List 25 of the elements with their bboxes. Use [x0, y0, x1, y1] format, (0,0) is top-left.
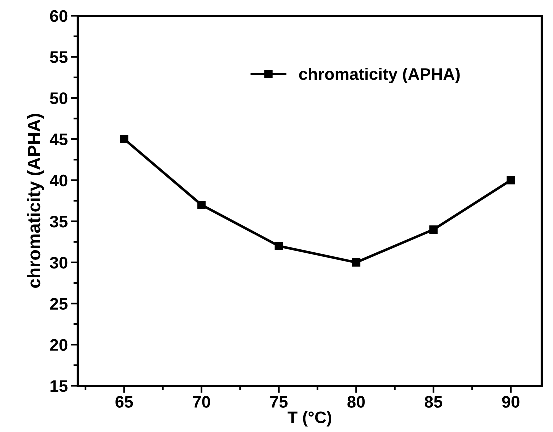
y-tick-label: 20: [50, 339, 68, 352]
x-tick-label: 90: [502, 396, 520, 408]
x-tick-label: 75: [270, 396, 288, 408]
x-tick-label: 70: [193, 396, 210, 408]
x-tick-label: 80: [348, 396, 365, 408]
point: [352, 258, 361, 267]
point: [198, 200, 206, 210]
y-tick-label: 40: [50, 174, 68, 187]
y-axis-title: chromaticity (APHA): [27, 114, 44, 288]
point: [120, 135, 129, 144]
x-axis-title: T (°C): [288, 411, 332, 427]
legend-label: chromaticity (APHA): [299, 68, 460, 84]
y-tick-label: 60: [50, 10, 68, 22]
y-tick-label: 35: [50, 216, 68, 228]
y-tick-label: 50: [50, 92, 68, 104]
x-tick-label: 85: [424, 396, 443, 408]
x-tick-label: 65: [116, 396, 134, 408]
y-tick-label: 55: [50, 52, 68, 64]
point: [274, 242, 284, 250]
point: [430, 226, 438, 234]
y-tick-label: 15: [50, 380, 68, 392]
y-tick-label: 25: [50, 298, 68, 310]
y-tick-label: 30: [50, 257, 68, 269]
y-tick-label: 45: [50, 134, 68, 146]
point: [506, 176, 516, 185]
